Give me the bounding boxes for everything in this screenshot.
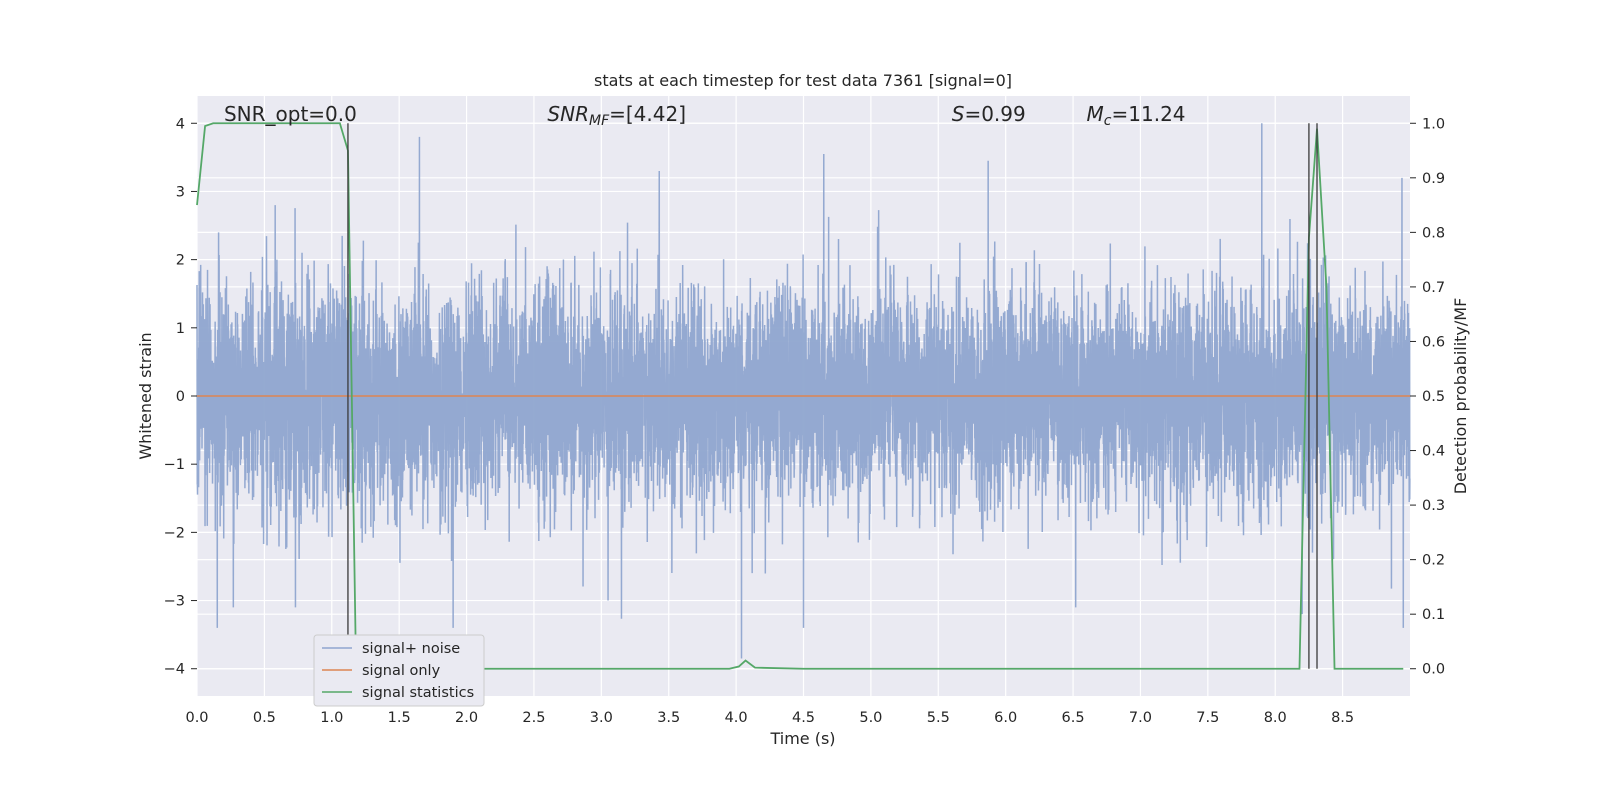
- x-tick-label: 3.5: [657, 710, 680, 726]
- x-tick-label: 0.0: [185, 710, 208, 726]
- chart-title: stats at each timestep for test data 736…: [594, 71, 1012, 90]
- vertical-markers: [347, 123, 1318, 669]
- y2-tick-label: 0.6: [1422, 334, 1445, 350]
- legend-label-signal-statistics: signal statistics: [362, 685, 474, 701]
- tick-labels: 0.0 0.5 1.0 1.5 2.0 2.5 3.0 3.5 4.0 4.5 5.0 5.5 6.0 6…: [164, 116, 1445, 726]
- legend-label-signal-only: signal only: [362, 663, 441, 679]
- y2-axis-label: Detection probability/MF: [1451, 298, 1470, 495]
- y2-tick-label: 0.3: [1422, 498, 1445, 514]
- x-tick-label: 6.5: [1062, 710, 1085, 726]
- y2-tick-label: 0.2: [1422, 553, 1445, 569]
- y-tick-label: 2: [176, 253, 185, 269]
- y-tick-label: −4: [164, 662, 185, 678]
- annotation: Mc=11.24: [1087, 102, 1186, 129]
- y2-tick-label: 0.9: [1422, 171, 1445, 187]
- y2-tick-label: 0.4: [1422, 444, 1445, 460]
- line-series: [196, 122, 1410, 670]
- legend: signal+ noise signal only signal statist…: [313, 634, 485, 707]
- x-tick-label: 8.0: [1264, 710, 1287, 726]
- x-tick-label: 7.0: [1129, 710, 1152, 726]
- x-tick-label: 1.0: [320, 710, 343, 726]
- series-line-signal-noise: [196, 123, 1411, 659]
- y2-tick-label: 0.1: [1422, 607, 1445, 623]
- annotation: SNRMF=[4.42]: [547, 102, 686, 129]
- y-tick-label: −1: [164, 457, 185, 473]
- x-tick-label: 4.5: [792, 710, 815, 726]
- signal-noise-series: [196, 123, 1411, 659]
- y-tick-label: −2: [164, 525, 185, 541]
- y-tick-label: −3: [164, 594, 185, 610]
- x-tick-label: 5.5: [927, 710, 950, 726]
- annotations: SNR_opt=0.0 SNRMF=[4.42] S=0.99 Mc=11.24: [224, 102, 1186, 129]
- x-tick-label: 5.0: [859, 710, 882, 726]
- y-axis-label: Whitened strain: [136, 332, 155, 459]
- y-tick-label: 1: [176, 321, 185, 337]
- y2-tick-label: 0.0: [1422, 662, 1445, 678]
- legend-box: [313, 634, 485, 707]
- x-tick-label: 2.5: [522, 710, 545, 726]
- x-tick-label: 2.0: [455, 710, 478, 726]
- y2-tick-label: 0.7: [1422, 280, 1445, 296]
- annotation: S=0.99: [952, 102, 1026, 126]
- x-tick-label: 4.0: [725, 710, 748, 726]
- series-line-signal-statistics: [196, 122, 1404, 670]
- y2-tick-label: 0.8: [1422, 225, 1445, 241]
- x-tick-label: 1.5: [388, 710, 411, 726]
- y2-tick-label: 1.0: [1422, 116, 1445, 132]
- x-tick-label: 3.0: [590, 710, 613, 726]
- annotation: SNR_opt=0.0: [224, 102, 357, 126]
- legend-label-signal-noise: signal+ noise: [362, 641, 460, 657]
- y-tick-label: 0: [176, 389, 185, 405]
- x-tick-label: 6.0: [994, 710, 1017, 726]
- x-tick-label: 8.5: [1331, 710, 1354, 726]
- y-tick-label: 4: [176, 116, 185, 132]
- y2-tick-label: 0.5: [1422, 389, 1445, 405]
- x-tick-label: 7.5: [1196, 710, 1219, 726]
- x-axis-label: Time (s): [769, 729, 835, 748]
- y-tick-label: 3: [176, 184, 185, 200]
- x-tick-label: 0.5: [253, 710, 276, 726]
